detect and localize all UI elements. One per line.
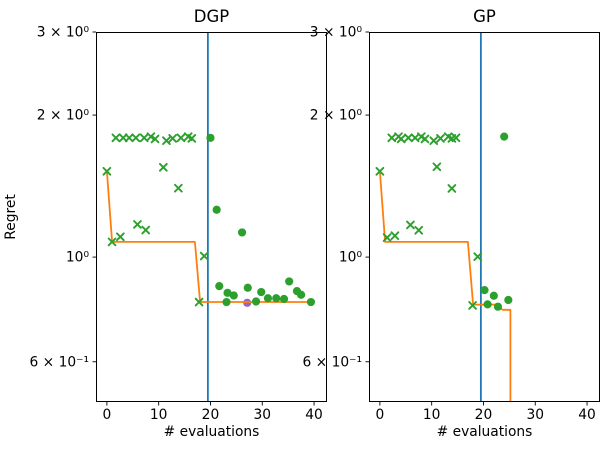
eval-x-marker bbox=[387, 133, 397, 143]
eval-x-marker bbox=[131, 133, 141, 143]
x-tick-label: 30 bbox=[253, 407, 271, 423]
eval-circle-marker bbox=[493, 302, 503, 311]
eval-circle-marker bbox=[263, 294, 273, 303]
x-tick-label: 0 bbox=[375, 407, 384, 423]
eval-circle-marker bbox=[285, 277, 294, 286]
eval-circle-marker bbox=[480, 286, 489, 295]
eval-circle-marker bbox=[222, 297, 231, 307]
y-tick-label: 3 × 10⁰ bbox=[37, 25, 90, 41]
eval-x-marker bbox=[447, 184, 457, 193]
plot-area-dgp: 0 10 20 30 40 3 × 10⁰ 2 × 10⁰ 10⁰ 6 × 10⁻¹ bbox=[30, 25, 327, 423]
y-axis-label: Regret bbox=[3, 194, 19, 240]
y-tick-label: 6 × 10⁻¹ bbox=[303, 354, 362, 370]
x-tick-label: 30 bbox=[526, 407, 544, 423]
eval-circle-marker bbox=[483, 300, 492, 309]
eval-circle-marker bbox=[504, 295, 513, 305]
eval-x-marker bbox=[199, 251, 209, 261]
eval-circle-marker bbox=[237, 228, 247, 237]
y-tick-label: 2 × 10⁰ bbox=[310, 108, 363, 124]
eval-x-marker bbox=[432, 162, 442, 172]
eval-x-marker bbox=[451, 133, 461, 143]
eval-circle-marker bbox=[489, 291, 498, 300]
eval-x-marker bbox=[133, 220, 142, 229]
plot-area-gp: 0 10 20 30 40 3 × 10⁰ 2 × 10⁰ 10⁰ 6 × 10⁻¹ bbox=[303, 25, 600, 423]
eval-x-marker bbox=[107, 237, 117, 247]
eval-x-marker bbox=[139, 133, 149, 143]
y-tick-label: 3 × 10⁰ bbox=[310, 25, 363, 41]
eval-x-marker bbox=[194, 297, 204, 307]
eval-x-marker bbox=[473, 252, 483, 262]
eval-x-marker bbox=[111, 133, 121, 143]
eval-circle-marker bbox=[206, 133, 215, 142]
eval-x-marker bbox=[162, 136, 171, 146]
eval-circle-marker bbox=[272, 294, 281, 303]
eval-x-marker bbox=[414, 225, 424, 235]
x-axis-label-dgp: # evaluations bbox=[163, 424, 260, 440]
eval-x-marker bbox=[429, 136, 439, 146]
x-tick-label: 40 bbox=[305, 407, 323, 423]
x-tick-label: 10 bbox=[423, 407, 441, 423]
data-layer bbox=[375, 32, 513, 402]
y-tick-label: 10⁰ bbox=[66, 250, 90, 266]
eval-x-marker bbox=[390, 231, 400, 241]
eval-x-marker bbox=[118, 133, 128, 143]
subplot-title-dgp: DGP bbox=[193, 7, 230, 26]
eval-circle-marker bbox=[306, 297, 316, 307]
data-layer bbox=[102, 32, 316, 402]
x-tick-label: 40 bbox=[578, 407, 596, 423]
axes-spines bbox=[96, 32, 327, 402]
eval-x-marker bbox=[468, 301, 477, 310]
eval-x-marker bbox=[404, 133, 413, 143]
eval-circle-marker bbox=[297, 290, 306, 299]
subplot-title-gp: GP bbox=[473, 7, 496, 26]
y-tick-label: 2 × 10⁰ bbox=[37, 108, 90, 124]
eval-circle-marker bbox=[223, 288, 232, 297]
eval-circle-marker bbox=[251, 297, 261, 306]
y-tick-label: 10⁰ bbox=[339, 250, 363, 266]
eval-x-marker bbox=[141, 225, 151, 235]
eval-x-marker bbox=[187, 134, 197, 143]
eval-x-marker bbox=[396, 134, 406, 144]
eval-circle-marker bbox=[229, 291, 238, 300]
eval-x-marker bbox=[168, 134, 178, 143]
eval-circle-marker bbox=[500, 132, 509, 141]
x-tick-label: 20 bbox=[202, 407, 220, 423]
x-tick-label: 20 bbox=[475, 407, 493, 423]
x-axis-label-gp: # evaluations bbox=[436, 424, 533, 440]
y-tick-label: 6 × 10⁻¹ bbox=[30, 354, 89, 370]
eval-x-marker bbox=[150, 134, 160, 144]
eval-x-marker bbox=[176, 133, 186, 143]
x-tick-label: 0 bbox=[102, 407, 111, 423]
eval-x-marker bbox=[382, 233, 392, 242]
eval-circle-marker bbox=[279, 294, 289, 304]
eval-x-marker bbox=[420, 134, 430, 144]
eval-circle-marker bbox=[212, 205, 221, 214]
eval-x-marker bbox=[406, 220, 415, 230]
x-tick-label: 10 bbox=[150, 407, 168, 423]
eval-x-marker bbox=[115, 232, 125, 242]
eval-x-marker bbox=[375, 166, 385, 176]
eval-x-marker bbox=[158, 162, 168, 172]
eval-x-marker bbox=[174, 183, 183, 193]
eval-circle-marker bbox=[215, 281, 224, 291]
eval-x-marker bbox=[146, 132, 156, 142]
eval-x-marker bbox=[124, 133, 134, 143]
eval-circle-marker bbox=[243, 283, 252, 292]
regret-line bbox=[106, 171, 315, 303]
eval-x-marker bbox=[436, 134, 445, 143]
axes-spines bbox=[369, 32, 600, 402]
eval-x-marker bbox=[102, 166, 112, 176]
eval-circle-marker bbox=[257, 287, 266, 297]
